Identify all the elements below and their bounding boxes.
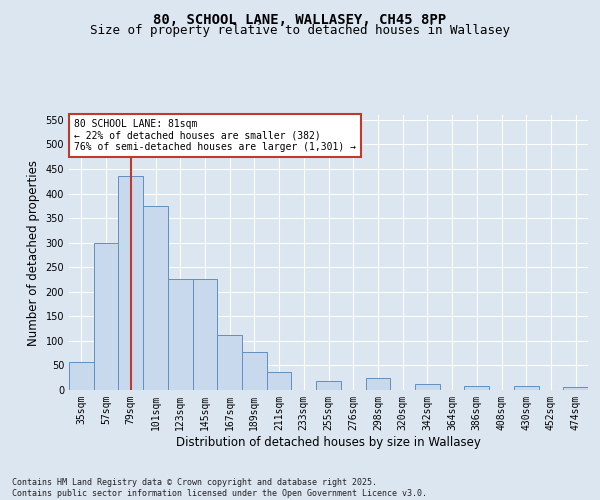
Bar (365, 378, 390, 390)
X-axis label: Distribution of detached houses by size in Wallasey: Distribution of detached houses by size … (176, 436, 481, 448)
Text: 80 SCHOOL LANE: 81sqm
← 22% of detached houses are smaller (382)
76% of semi-det: 80 SCHOOL LANE: 81sqm ← 22% of detached … (74, 119, 356, 152)
Bar (267, 372, 292, 390)
Bar (69, 362, 94, 390)
Bar (143, 206, 168, 390)
Text: Size of property relative to detached houses in Wallasey: Size of property relative to detached ho… (90, 24, 510, 37)
Bar (217, 334, 242, 390)
Bar (118, 176, 143, 390)
Text: 80, SCHOOL LANE, WALLASEY, CH45 8PP: 80, SCHOOL LANE, WALLASEY, CH45 8PP (154, 12, 446, 26)
Bar (514, 386, 539, 390)
Bar (563, 386, 588, 390)
Y-axis label: Number of detached properties: Number of detached properties (27, 160, 40, 346)
Bar (94, 242, 118, 390)
Bar (168, 278, 193, 390)
Bar (316, 381, 341, 390)
Bar (464, 386, 489, 390)
Bar (415, 384, 440, 390)
Bar (242, 352, 267, 390)
Text: Contains HM Land Registry data © Crown copyright and database right 2025.
Contai: Contains HM Land Registry data © Crown c… (12, 478, 427, 498)
Bar (193, 278, 217, 390)
